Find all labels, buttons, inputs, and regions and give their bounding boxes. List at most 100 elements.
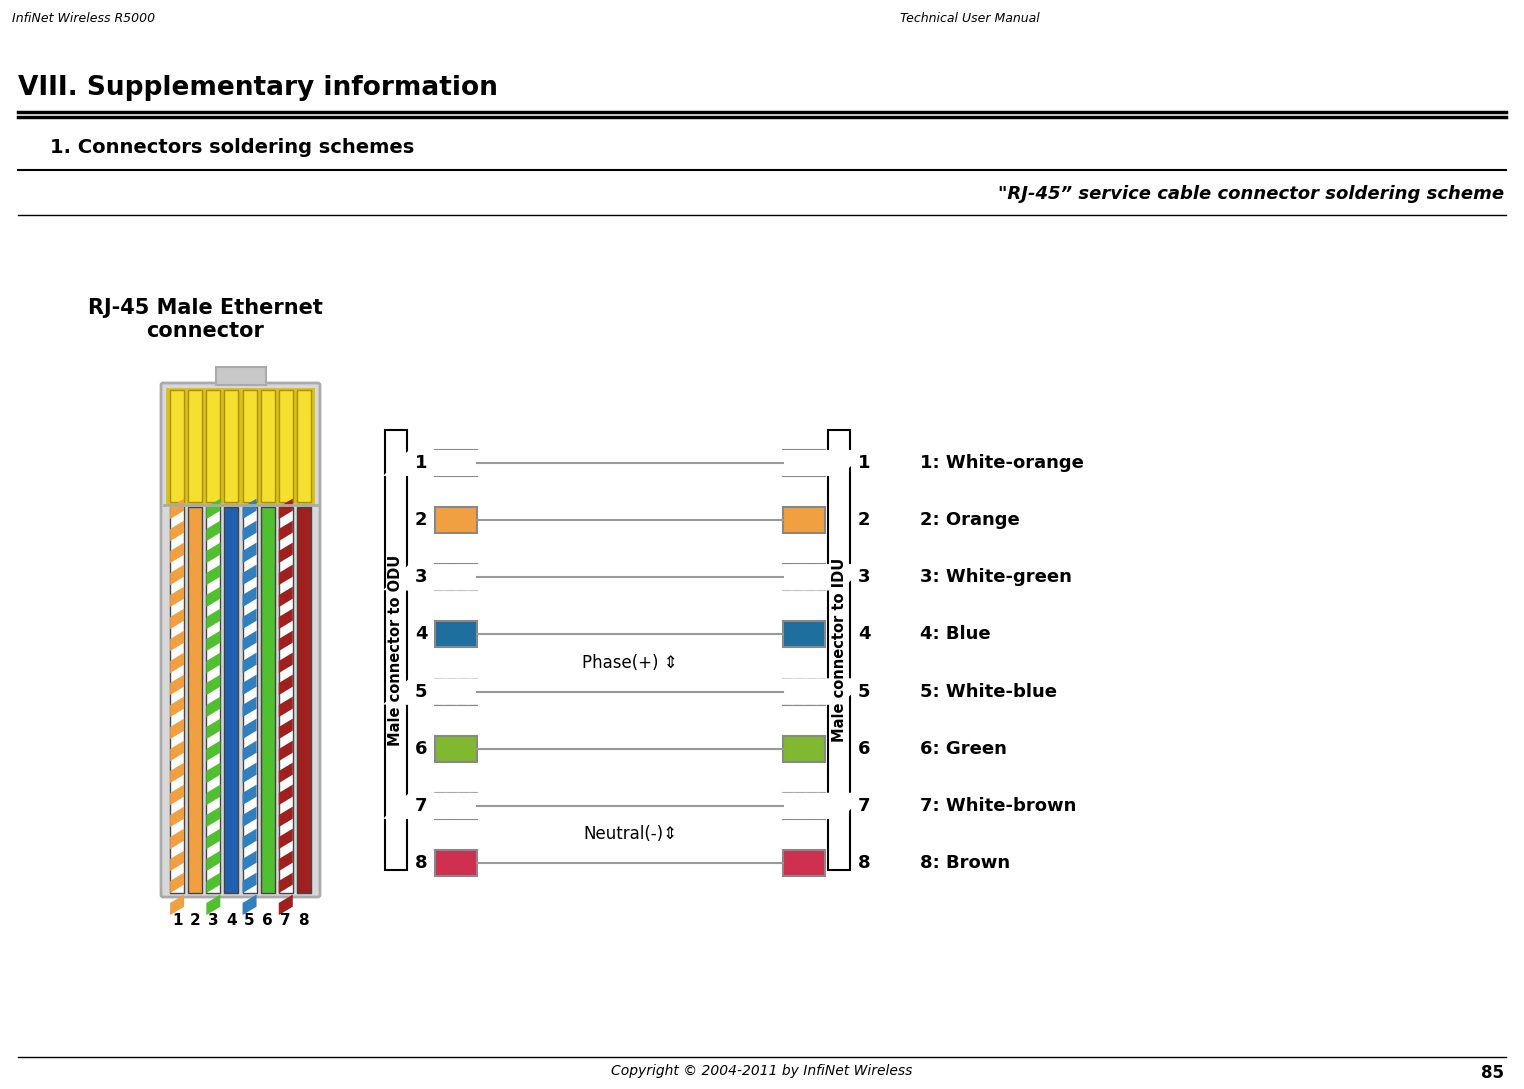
- Text: 2: 2: [415, 511, 428, 529]
- Polygon shape: [171, 521, 184, 541]
- Polygon shape: [754, 678, 808, 705]
- Polygon shape: [242, 587, 256, 607]
- Polygon shape: [815, 564, 867, 590]
- Polygon shape: [279, 564, 293, 585]
- Bar: [224, 507, 238, 893]
- Polygon shape: [206, 872, 221, 893]
- FancyBboxPatch shape: [162, 383, 320, 897]
- Bar: [279, 507, 293, 893]
- Polygon shape: [242, 542, 256, 563]
- Polygon shape: [395, 564, 447, 590]
- Bar: [189, 507, 203, 893]
- Polygon shape: [171, 784, 184, 805]
- Polygon shape: [171, 564, 184, 585]
- Text: 2: 2: [858, 511, 870, 529]
- Polygon shape: [171, 807, 184, 828]
- Text: Male connector to ODU: Male connector to ODU: [389, 554, 404, 746]
- Bar: [206, 390, 221, 502]
- Polygon shape: [279, 674, 293, 695]
- Polygon shape: [242, 609, 256, 629]
- Text: 8: 8: [415, 854, 428, 872]
- Bar: [828, 430, 850, 870]
- Polygon shape: [767, 450, 818, 476]
- Text: 1: 1: [858, 454, 870, 472]
- Text: RJ-45 Male Ethernet
connector: RJ-45 Male Ethernet connector: [87, 298, 323, 341]
- Text: 8: 8: [299, 913, 309, 928]
- Polygon shape: [279, 872, 293, 893]
- Bar: [783, 793, 824, 819]
- Polygon shape: [466, 678, 520, 705]
- Polygon shape: [279, 784, 293, 805]
- Polygon shape: [407, 793, 459, 819]
- Polygon shape: [754, 793, 808, 819]
- Bar: [434, 450, 477, 476]
- Text: 4: Blue: 4: Blue: [920, 625, 991, 644]
- Bar: [386, 430, 407, 870]
- Text: InfiNet Wireless R5000: InfiNet Wireless R5000: [12, 12, 155, 25]
- Polygon shape: [767, 793, 818, 819]
- Text: 3: 3: [207, 913, 218, 928]
- Polygon shape: [803, 678, 855, 705]
- Polygon shape: [279, 719, 293, 739]
- Polygon shape: [279, 609, 293, 629]
- Polygon shape: [206, 851, 221, 871]
- Polygon shape: [206, 829, 221, 849]
- Polygon shape: [242, 697, 256, 717]
- Polygon shape: [407, 564, 459, 590]
- Polygon shape: [206, 697, 221, 717]
- Polygon shape: [754, 564, 808, 590]
- Polygon shape: [171, 851, 184, 871]
- Bar: [171, 507, 184, 893]
- Polygon shape: [779, 450, 831, 476]
- Bar: [434, 507, 477, 534]
- Polygon shape: [395, 678, 447, 705]
- Bar: [783, 507, 824, 534]
- Text: 1: 1: [172, 913, 183, 928]
- Polygon shape: [171, 894, 184, 915]
- Bar: [261, 507, 274, 893]
- Polygon shape: [443, 450, 495, 476]
- Polygon shape: [767, 678, 818, 705]
- Bar: [434, 851, 477, 876]
- Text: Technical User Manual: Technical User Manual: [901, 12, 1039, 25]
- Polygon shape: [791, 564, 843, 590]
- Text: 8: Brown: 8: Brown: [920, 854, 1010, 872]
- Polygon shape: [744, 678, 796, 705]
- Polygon shape: [171, 674, 184, 695]
- Polygon shape: [279, 894, 293, 915]
- Polygon shape: [407, 450, 459, 476]
- Bar: [434, 736, 477, 761]
- Polygon shape: [242, 719, 256, 739]
- Polygon shape: [206, 609, 221, 629]
- Polygon shape: [791, 450, 843, 476]
- Bar: [297, 390, 311, 502]
- Polygon shape: [171, 587, 184, 607]
- Text: Copyright © 2004-2011 by InfiNet Wireless: Copyright © 2004-2011 by InfiNet Wireles…: [611, 1064, 913, 1078]
- Polygon shape: [206, 631, 221, 651]
- Polygon shape: [431, 793, 483, 819]
- Text: 7: White-brown: 7: White-brown: [920, 797, 1076, 815]
- Bar: [224, 390, 238, 502]
- Text: 5: 5: [244, 913, 255, 928]
- Polygon shape: [443, 678, 495, 705]
- Polygon shape: [732, 450, 783, 476]
- Text: 85: 85: [1481, 1064, 1504, 1082]
- Bar: [783, 851, 824, 876]
- Bar: [434, 622, 477, 648]
- Text: 2: 2: [190, 913, 201, 928]
- Polygon shape: [206, 741, 221, 761]
- Polygon shape: [279, 631, 293, 651]
- Polygon shape: [242, 807, 256, 828]
- Polygon shape: [791, 678, 843, 705]
- Polygon shape: [171, 609, 184, 629]
- Polygon shape: [791, 793, 843, 819]
- Polygon shape: [242, 851, 256, 871]
- Bar: [783, 450, 824, 476]
- Polygon shape: [466, 564, 520, 590]
- Polygon shape: [732, 678, 783, 705]
- Bar: [279, 390, 293, 502]
- Text: 6: 6: [262, 913, 273, 928]
- Text: Neutral(-)⇕: Neutral(-)⇕: [584, 825, 677, 843]
- Polygon shape: [744, 793, 796, 819]
- Polygon shape: [732, 564, 783, 590]
